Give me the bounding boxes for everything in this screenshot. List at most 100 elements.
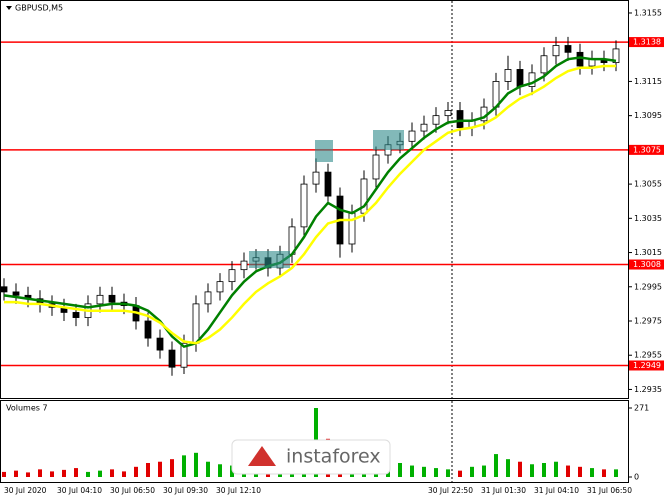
volume-bar bbox=[602, 469, 606, 477]
watermark: instaforex bbox=[231, 439, 391, 475]
level-label: 1.3008 bbox=[633, 260, 661, 269]
volume-bar bbox=[506, 459, 510, 477]
candle-body bbox=[204, 291, 212, 305]
highlight-box bbox=[373, 130, 404, 150]
volume-bar bbox=[2, 471, 6, 477]
volume-bar bbox=[38, 469, 42, 477]
volume-bar bbox=[422, 466, 426, 477]
y-tick-label: 1.3115 bbox=[634, 77, 662, 86]
x-tick-label: 30 Jul 04:10 bbox=[57, 486, 102, 495]
candle-body bbox=[168, 349, 176, 368]
candle-body bbox=[444, 110, 452, 117]
candle-body bbox=[504, 69, 512, 82]
candle-body bbox=[108, 294, 116, 303]
moving-average bbox=[4, 64, 616, 345]
x-tick-label: 31 Jul 01:30 bbox=[481, 486, 526, 495]
level-label-box bbox=[629, 37, 664, 48]
highlight-box bbox=[315, 140, 333, 162]
volume-bar bbox=[470, 466, 474, 477]
chart-title: GBPUSD,M5 bbox=[15, 4, 63, 13]
candle-body bbox=[408, 130, 416, 142]
volume-bar bbox=[590, 468, 594, 477]
volume-tick-label: 271 bbox=[634, 404, 649, 413]
candle-body bbox=[456, 110, 464, 129]
candle-body bbox=[420, 123, 428, 132]
volume-bar bbox=[134, 466, 138, 477]
candle-body bbox=[240, 260, 248, 271]
x-tick-label: 31 Jul 06:50 bbox=[587, 486, 632, 495]
volume-bar bbox=[26, 472, 30, 477]
volume-bar bbox=[218, 464, 222, 477]
volume-bar bbox=[542, 462, 546, 477]
x-tick-label: 30 Jul 06:50 bbox=[110, 486, 155, 495]
volume-tick-label: 0 bbox=[634, 473, 639, 482]
volume-bar bbox=[62, 469, 66, 477]
level-label-box bbox=[629, 259, 664, 270]
volume-bar bbox=[194, 452, 198, 477]
candle-body bbox=[612, 48, 620, 64]
x-tick-label: 30 Jul 22:50 bbox=[428, 486, 473, 495]
candle-body bbox=[432, 115, 440, 125]
price-panel bbox=[0, 0, 629, 399]
candle-body bbox=[192, 303, 200, 344]
volume-bar bbox=[518, 461, 522, 477]
level-label: 1.3138 bbox=[633, 38, 661, 47]
volume-panel bbox=[0, 400, 629, 483]
y-tick-label: 1.3055 bbox=[634, 180, 662, 189]
y-tick-label: 1.3155 bbox=[634, 8, 662, 17]
volume-bar bbox=[530, 464, 534, 477]
volume-bar bbox=[566, 465, 570, 477]
candle-body bbox=[528, 72, 536, 87]
moving-average bbox=[3, 56, 617, 349]
volume-bar bbox=[458, 470, 462, 477]
y-tick-label: 1.2995 bbox=[634, 282, 662, 291]
volume-bar bbox=[158, 461, 162, 477]
candle-body bbox=[372, 154, 380, 180]
candle-body bbox=[72, 312, 80, 318]
volume-bar bbox=[110, 469, 114, 477]
highlight-box bbox=[249, 251, 290, 268]
volume-bar bbox=[434, 468, 438, 477]
menu-triangle bbox=[6, 6, 12, 10]
candle-body bbox=[552, 45, 560, 57]
y-tick-label: 1.3035 bbox=[634, 214, 662, 223]
candle-body bbox=[312, 171, 320, 185]
y-tick-label: 1.3015 bbox=[634, 248, 662, 257]
candle-body bbox=[324, 171, 332, 197]
candle-body bbox=[300, 183, 308, 228]
volume-bar bbox=[50, 471, 54, 477]
x-tick-label: 31 Jul 04:10 bbox=[534, 486, 579, 495]
volume-bar bbox=[410, 465, 414, 477]
candle-body bbox=[0, 286, 8, 293]
level-label: 1.2949 bbox=[633, 361, 661, 370]
volume-bar bbox=[614, 469, 618, 477]
y-tick-label: 1.2975 bbox=[634, 316, 662, 325]
volume-bar bbox=[578, 466, 582, 477]
x-tick-label: 30 Jul 2020 bbox=[4, 486, 47, 495]
candle-body bbox=[96, 294, 104, 305]
candle-body bbox=[516, 69, 524, 87]
watermark-text: instaforex bbox=[286, 446, 381, 468]
x-tick-label: 30 Jul 09:30 bbox=[163, 486, 208, 495]
level-label-box bbox=[629, 360, 664, 371]
volume-bar bbox=[554, 461, 558, 477]
volume-bar bbox=[170, 459, 174, 477]
y-tick-label: 1.3095 bbox=[634, 111, 662, 120]
volume-bar bbox=[122, 471, 126, 477]
volume-bar bbox=[74, 468, 78, 477]
watermark-logo bbox=[248, 446, 276, 466]
volume-bar bbox=[14, 470, 18, 477]
volume-bar bbox=[206, 461, 210, 477]
x-tick-label: 30 Jul 12:10 bbox=[216, 486, 261, 495]
candle-body bbox=[12, 291, 20, 296]
candle-body bbox=[576, 51, 584, 67]
volume-bar bbox=[482, 465, 486, 477]
level-label-box bbox=[629, 144, 664, 155]
candle-body bbox=[228, 269, 236, 283]
volume-bar bbox=[182, 455, 186, 477]
volume-bar bbox=[398, 462, 402, 477]
y-tick-label: 1.2955 bbox=[634, 351, 662, 360]
candle-body bbox=[540, 55, 548, 74]
